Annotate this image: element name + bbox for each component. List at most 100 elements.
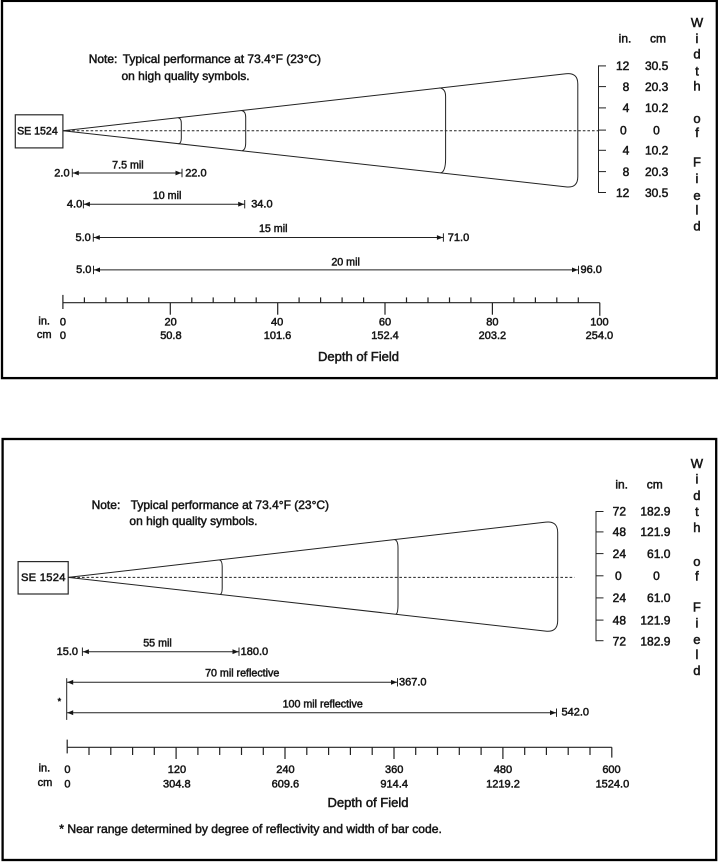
svg-text:i: i: [696, 171, 699, 186]
svg-text:48: 48: [613, 613, 627, 627]
svg-text:80: 80: [486, 317, 498, 329]
svg-text:120: 120: [168, 764, 186, 776]
svg-text:in.: in.: [38, 316, 50, 328]
svg-text:360: 360: [385, 764, 403, 776]
svg-text:180.0: 180.0: [241, 646, 269, 658]
svg-text:22.0: 22.0: [185, 167, 206, 179]
svg-text:48: 48: [613, 525, 627, 539]
svg-text:72: 72: [613, 504, 627, 518]
svg-text:Note:: Note:: [89, 52, 118, 66]
svg-text:0: 0: [64, 764, 70, 776]
svg-text:f: f: [695, 125, 699, 140]
svg-text:367.0: 367.0: [399, 676, 427, 688]
svg-text:2.0: 2.0: [54, 167, 69, 179]
svg-text:8: 8: [623, 165, 630, 179]
svg-text:cm: cm: [37, 329, 52, 341]
svg-text:304.8: 304.8: [163, 778, 191, 790]
svg-text:55 mil: 55 mil: [143, 638, 172, 650]
svg-text:4: 4: [623, 101, 630, 115]
svg-text:15 mil: 15 mil: [259, 223, 288, 235]
svg-text:609.6: 609.6: [272, 778, 300, 790]
svg-text:e: e: [693, 188, 700, 203]
svg-text:70 mil reflective: 70 mil reflective: [205, 668, 279, 680]
svg-text:30.5: 30.5: [645, 186, 669, 200]
svg-text:cm: cm: [650, 32, 666, 46]
svg-text:1219.2: 1219.2: [486, 778, 520, 790]
svg-text:SE 1524: SE 1524: [21, 572, 65, 584]
svg-text:in.: in.: [39, 763, 51, 775]
svg-text:12: 12: [616, 186, 630, 200]
svg-text:* Near range determined by deg: * Near range determined by degree of ref…: [59, 822, 442, 836]
svg-text:Typical performance at 73.4°F: Typical performance at 73.4°F (23°C): [131, 498, 329, 512]
svg-text:20.3: 20.3: [645, 165, 669, 179]
svg-text:o: o: [693, 111, 700, 126]
svg-text:10.2: 10.2: [645, 144, 669, 158]
svg-text:61.0: 61.0: [647, 591, 671, 605]
svg-text:0: 0: [653, 123, 660, 137]
svg-text:24: 24: [613, 591, 627, 605]
svg-text:121.9: 121.9: [640, 613, 670, 627]
svg-text:f: f: [695, 568, 699, 583]
svg-text:20: 20: [164, 317, 176, 329]
svg-text:l: l: [695, 647, 698, 662]
svg-text:34.0: 34.0: [251, 199, 272, 211]
svg-text:i: i: [695, 471, 698, 486]
svg-text:101.6: 101.6: [264, 330, 292, 342]
svg-text:i: i: [695, 616, 698, 631]
svg-text:0: 0: [653, 569, 660, 583]
svg-text:d: d: [693, 488, 700, 503]
svg-text:20 mil: 20 mil: [331, 256, 360, 268]
svg-text:40: 40: [271, 317, 283, 329]
svg-text:254.0: 254.0: [586, 330, 614, 342]
svg-text:e: e: [693, 632, 700, 647]
svg-text:o: o: [693, 554, 700, 569]
svg-text:96.0: 96.0: [581, 264, 602, 276]
svg-text:F: F: [693, 155, 701, 170]
svg-text:61.0: 61.0: [647, 547, 671, 561]
svg-text:F: F: [693, 599, 701, 614]
svg-text:1524.0: 1524.0: [596, 778, 630, 790]
svg-text:914.4: 914.4: [380, 778, 408, 790]
svg-text:152.4: 152.4: [371, 330, 399, 342]
svg-text:Depth of Field: Depth of Field: [318, 349, 399, 364]
svg-text:0: 0: [60, 317, 66, 329]
svg-text:7.5 mil: 7.5 mil: [112, 159, 143, 171]
svg-text:24: 24: [613, 547, 627, 561]
svg-text:182.9: 182.9: [640, 635, 670, 649]
svg-text:240: 240: [276, 764, 294, 776]
svg-text:100 mil reflective: 100 mil reflective: [283, 699, 363, 711]
svg-text:4: 4: [623, 144, 630, 158]
svg-text:30.5: 30.5: [645, 59, 669, 73]
svg-text:71.0: 71.0: [448, 232, 469, 244]
svg-text:SE 1524: SE 1524: [17, 126, 58, 138]
svg-text:Typical performance at 73.4°F: Typical performance at 73.4°F (23°C): [123, 52, 321, 66]
svg-text:Depth of Field: Depth of Field: [328, 795, 409, 810]
svg-text:60: 60: [379, 317, 391, 329]
svg-text:l: l: [696, 203, 699, 218]
svg-text:15.0: 15.0: [57, 646, 78, 658]
svg-text:h: h: [693, 520, 700, 535]
svg-text:W: W: [691, 456, 704, 471]
svg-text:0: 0: [64, 778, 70, 790]
svg-text:0: 0: [620, 123, 627, 137]
svg-text:4.0: 4.0: [67, 199, 82, 211]
svg-text:5.0: 5.0: [76, 264, 91, 276]
svg-text:50.8: 50.8: [160, 330, 181, 342]
svg-text:10 mil: 10 mil: [153, 190, 182, 202]
svg-text:d: d: [693, 219, 700, 234]
svg-text:h: h: [693, 79, 700, 94]
svg-text:t: t: [695, 504, 699, 519]
svg-text:600: 600: [602, 764, 620, 776]
svg-text:W: W: [691, 15, 704, 30]
svg-text:8: 8: [623, 80, 630, 94]
svg-text:182.9: 182.9: [640, 504, 670, 518]
svg-text:in.: in.: [615, 478, 628, 492]
svg-text:0: 0: [60, 330, 66, 342]
svg-text:d: d: [693, 46, 700, 61]
svg-text:12: 12: [616, 59, 630, 73]
svg-text:cm: cm: [38, 777, 53, 789]
svg-text:on high quality symbols.: on high quality symbols.: [129, 514, 257, 528]
svg-text:d: d: [693, 663, 700, 678]
svg-text:*: *: [58, 697, 62, 707]
svg-text:203.2: 203.2: [479, 330, 507, 342]
